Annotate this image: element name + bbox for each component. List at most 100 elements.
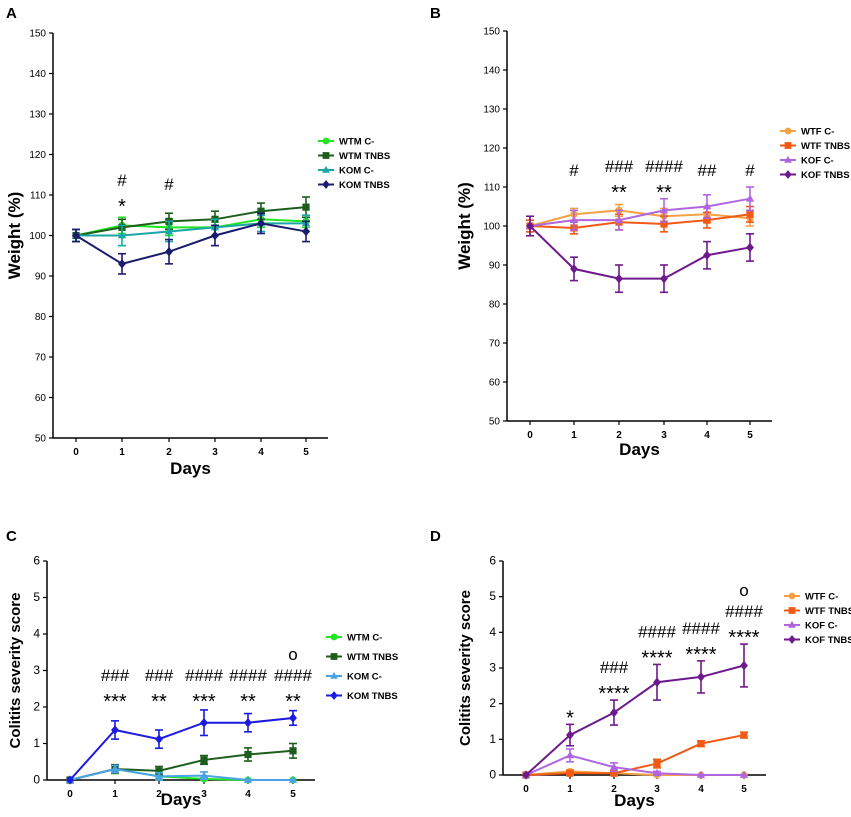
x-tick-label: 3 [201, 789, 207, 800]
significance-mark: #### [638, 622, 676, 641]
x-tick-label: 4 [258, 447, 264, 458]
legend-item: WTF C- [780, 127, 834, 138]
y-tick-label: 110 [30, 191, 46, 202]
legend-label: KOF TNBS [805, 635, 851, 646]
significance-mark: o [288, 645, 297, 664]
data-point [570, 264, 578, 274]
y-tick-label: 150 [483, 27, 500, 38]
panel-d: D 0 1 2 3 4 5 6 0 1 2 3 4 5 Days Colitits severity scor… [430, 528, 851, 810]
data-point [660, 273, 668, 284]
legend-label: WTF TNBS [805, 606, 851, 617]
x-axis-title: Days [170, 459, 211, 478]
x-axis-title: Days [161, 790, 202, 809]
legend-item: WTM C- [318, 137, 374, 148]
series-line [525, 754, 744, 776]
significance-mark: * [118, 196, 126, 218]
significance-mark: ### [145, 666, 174, 685]
data-point [289, 747, 297, 755]
panel-c: C 0 1 2 3 4 5 6 0 1 2 3 4 5 Days Colitits severity scor… [6, 528, 398, 809]
data-point [653, 759, 661, 768]
data-point [610, 769, 618, 777]
x-tick-label: 5 [290, 789, 296, 800]
y-tick-label: 100 [483, 222, 500, 233]
legend-marker [322, 137, 330, 145]
data-point [653, 677, 661, 687]
significance-mark: # [117, 171, 127, 190]
data-point [155, 734, 163, 744]
series-line [75, 218, 307, 237]
significance-mark: #### [185, 666, 223, 685]
legend-label: KOM C- [347, 672, 382, 683]
significance-mark: #### [274, 666, 312, 685]
series-line [69, 716, 294, 781]
legend-marker [322, 152, 330, 159]
legend-marker [330, 691, 338, 700]
data-point [660, 220, 668, 228]
legend-marker [784, 142, 792, 149]
data-point [72, 230, 80, 241]
data-point [615, 273, 623, 284]
y-tick-label: 150 [29, 29, 46, 40]
series-line [525, 734, 745, 776]
data-point [289, 713, 297, 723]
legend-label: WTM C- [339, 137, 374, 148]
y-tick-label: 120 [29, 150, 46, 161]
panel-b: B 50 60 70 80 90 100 110 120 130 140 150 0 1 2 3 4 5 Days W… [430, 5, 850, 459]
legend-item: WTF TNBS [780, 141, 850, 152]
legend-marker [788, 635, 796, 644]
data-point [703, 216, 711, 224]
x-axis-title: Days [614, 791, 655, 810]
significance-mark: ### [605, 157, 634, 176]
series-line [69, 768, 293, 781]
data-point [110, 764, 120, 772]
legend-item: WTM TNBS [318, 151, 390, 162]
legend-marker [784, 127, 792, 135]
significance-mark: * [566, 707, 574, 729]
x-tick-label: 1 [119, 447, 125, 458]
data-point [117, 231, 127, 239]
data-point [118, 259, 126, 269]
data-point [566, 769, 574, 777]
data-point [526, 221, 534, 231]
legend-label: WTF C- [805, 592, 838, 603]
significance-mark: # [569, 161, 579, 180]
panel-a: A 50 60 70 80 90 100 110 120 130 140 150 0 1 2 3 4 5 Days W… [5, 5, 390, 478]
significance-mark: *** [103, 691, 127, 713]
x-tick-label: 5 [741, 784, 747, 795]
x-axis-title: Days [619, 440, 660, 459]
data-point [244, 750, 252, 759]
data-point [659, 206, 669, 214]
legend-item: KOM TNBS [326, 691, 398, 702]
legend-item: KOM C- [326, 672, 382, 683]
legend-label: WTF C- [801, 127, 834, 138]
x-tick-label: 3 [661, 430, 667, 441]
data-point [566, 730, 574, 740]
data-point [165, 247, 173, 257]
series-line [69, 768, 293, 781]
series-line [529, 213, 751, 229]
data-point [609, 762, 619, 771]
data-point [288, 775, 298, 783]
y-tick-label: 80 [489, 300, 501, 311]
panel-letter: A [6, 5, 17, 22]
data-point [200, 756, 208, 764]
data-point [164, 227, 174, 235]
y-tick-label: 2 [489, 696, 496, 710]
x-tick-label: 2 [156, 789, 162, 800]
data-point [302, 203, 310, 211]
x-tick-label: 3 [654, 784, 660, 795]
legend-marker [330, 653, 338, 660]
data-point [211, 230, 219, 241]
x-tick-label: 3 [212, 447, 218, 458]
legend-item: WTF TNBS [784, 606, 851, 617]
significance-mark: ## [698, 161, 717, 180]
significance-mark: ### [600, 658, 629, 677]
data-point [703, 250, 711, 260]
legend-label: KOF C- [801, 156, 834, 167]
x-tick-label: 5 [303, 447, 309, 458]
significance-mark: # [164, 175, 174, 194]
legend-label: KOF TNBS [801, 170, 850, 181]
data-point [243, 775, 253, 783]
y-tick-label: 90 [35, 272, 47, 283]
